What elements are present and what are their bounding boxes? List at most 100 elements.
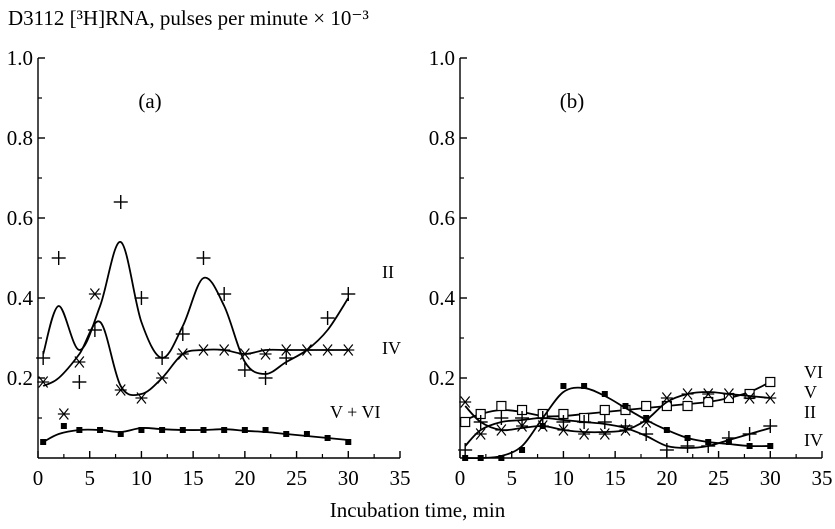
data-point (156, 372, 169, 384)
data-point (342, 344, 355, 356)
data-point (258, 371, 273, 385)
data-point (577, 415, 592, 429)
data-point (36, 351, 51, 365)
data-point (259, 348, 272, 360)
series-label: IV (382, 338, 401, 358)
data-point (159, 427, 166, 433)
data-point (641, 400, 652, 412)
y-tick-label: 0.8 (429, 126, 455, 150)
data-point (341, 287, 356, 301)
data-point (743, 392, 756, 404)
x-tick-label: 5 (506, 466, 517, 490)
data-point (135, 392, 148, 404)
x-tick-label: 10 (553, 466, 574, 490)
data-point (114, 384, 127, 396)
data-point (73, 356, 86, 368)
data-point (320, 311, 335, 325)
data-point (458, 443, 473, 457)
data-point (556, 415, 571, 429)
data-point (498, 455, 505, 461)
data-point (703, 396, 714, 408)
data-point (660, 392, 673, 404)
data-point (76, 427, 83, 433)
series-curve (465, 386, 771, 460)
y-tick-label: 0.2 (429, 366, 455, 390)
series-label: VI (804, 362, 823, 382)
data-point (681, 388, 694, 400)
data-point (601, 391, 608, 397)
data-point (496, 400, 507, 412)
data-point (519, 447, 526, 453)
data-point (663, 427, 670, 433)
data-point (578, 428, 591, 440)
data-point (155, 351, 170, 365)
data-point (459, 396, 472, 408)
data-point (560, 383, 567, 389)
x-axis-label: Incubation time, min (329, 498, 506, 522)
data-point (138, 427, 145, 433)
data-point (88, 288, 101, 300)
x-tick-label: 30 (338, 466, 359, 490)
x-tick-label: 20 (656, 466, 677, 490)
data-point (221, 427, 228, 433)
data-point (117, 431, 124, 437)
data-point (725, 439, 732, 445)
x-tick-label: 0 (455, 466, 466, 490)
x-tick-label: 0 (33, 466, 44, 490)
panel-label: (a) (138, 89, 161, 113)
x-tick-label: 25 (286, 466, 307, 490)
data-point (557, 424, 570, 436)
data-point (643, 415, 650, 421)
data-point (539, 423, 546, 429)
data-point (639, 427, 654, 441)
data-point (57, 408, 70, 420)
data-point (460, 416, 471, 428)
data-point (746, 443, 753, 449)
data-point (622, 403, 629, 409)
series-label: V + VI (330, 402, 381, 422)
data-point (60, 423, 67, 429)
x-tick-label: 15 (605, 466, 626, 490)
y-tick-label: 0.4 (7, 286, 34, 310)
y-tick-label: 0.6 (429, 206, 455, 230)
data-point (598, 428, 611, 440)
data-point (179, 427, 186, 433)
data-point (218, 344, 231, 356)
x-tick-label: 25 (708, 466, 729, 490)
y-tick-label: 0.4 (429, 286, 456, 310)
data-point (197, 344, 210, 356)
data-point (241, 427, 248, 433)
series-curve (464, 381, 771, 421)
data-point (659, 443, 674, 457)
data-point (97, 427, 104, 433)
data-point (303, 431, 310, 437)
x-tick-label: 10 (131, 466, 152, 490)
data-point (237, 363, 252, 377)
data-point (280, 344, 293, 356)
data-point (581, 383, 588, 389)
data-point (682, 400, 693, 412)
y-tick-label: 0.8 (7, 126, 33, 150)
data-point (200, 427, 207, 433)
data-point (72, 375, 87, 389)
data-point (113, 195, 128, 209)
x-tick-label: 35 (812, 466, 833, 490)
data-point (516, 420, 529, 432)
y-tick-label: 1.0 (7, 46, 33, 70)
data-point (134, 291, 149, 305)
data-point (705, 439, 712, 445)
data-point (345, 439, 352, 445)
data-point (767, 443, 774, 449)
data-point (473, 415, 488, 429)
x-tick-label: 30 (760, 466, 781, 490)
panel-label: (b) (560, 89, 585, 113)
data-point (300, 344, 313, 356)
series-label: IV (804, 430, 823, 450)
y-tick-label: 1.0 (429, 46, 455, 70)
series-curve (464, 391, 771, 434)
data-point (217, 287, 232, 301)
data-point (763, 419, 778, 433)
y-axis-label: D3112 [³H]RNA, pulses per minute × 10⁻³ (8, 6, 369, 30)
data-point (283, 431, 290, 437)
data-point (51, 251, 66, 265)
